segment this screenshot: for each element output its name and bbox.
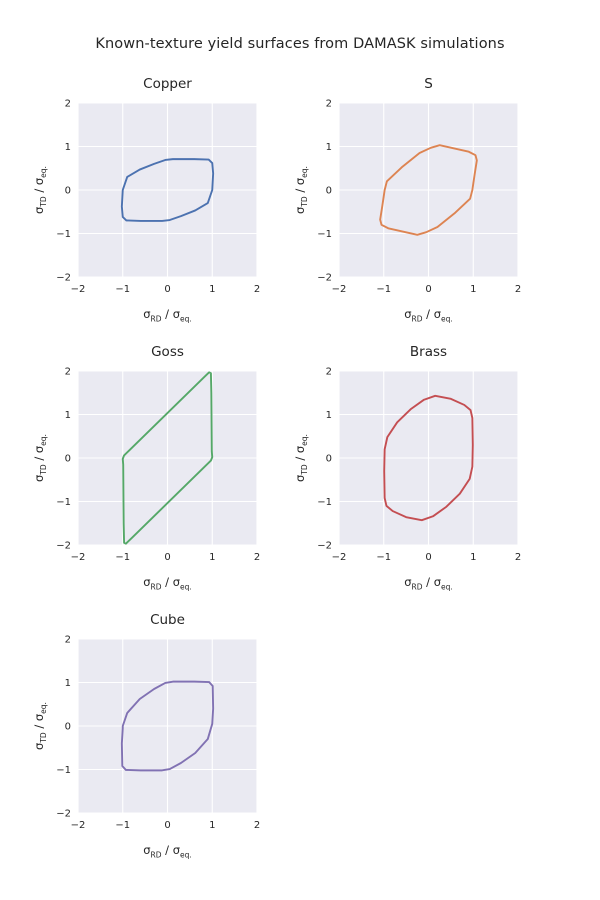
x-tick-label: 2 [515,552,521,563]
y-tick-label: −2 [56,809,71,820]
y-tick-label: 2 [65,635,71,646]
y-tick-label: −1 [317,229,332,240]
y-tick-label: −2 [317,541,332,552]
x-tick-label: −1 [376,284,391,295]
y-tick-label: 1 [65,678,71,689]
x-tick-label: −1 [115,820,130,831]
y-tick-label: −1 [56,497,71,508]
y-tick-label: −1 [317,497,332,508]
x-tick-label: 1 [209,284,215,295]
x-axis-label: σRD / σeq. [404,307,453,324]
x-tick-label: 0 [425,552,431,563]
y-tick-label: 0 [65,454,71,465]
x-tick-label: −2 [332,284,347,295]
x-tick-label: 0 [164,284,170,295]
yield-surface-curve [383,394,474,522]
y-tick-label: 2 [65,99,71,110]
x-tick-label: −2 [332,552,347,563]
subplot-title-copper: Copper [143,76,192,92]
x-tick-label: 1 [209,820,215,831]
x-tick-label: −2 [71,284,86,295]
y-tick-label: −2 [56,541,71,552]
plot-area-goss: −2 −1 0 1 2 −2 −1 0 1 2 [56,367,260,564]
subplot-title-goss: Goss [151,344,184,360]
x-tick-label: 0 [164,820,170,831]
yield-surface-curve [121,371,214,545]
x-tick-label: 1 [470,284,476,295]
x-axis-label: σRD / σeq. [404,575,453,592]
x-tick-label: −2 [71,552,86,563]
y-tick-label: 2 [65,367,71,378]
x-axis-label: σRD / σeq. [143,575,192,592]
x-tick-label: −2 [71,820,86,831]
y-tick-label: −2 [56,273,71,284]
x-tick-label: 2 [515,284,521,295]
x-axis-label: σRD / σeq. [143,307,192,324]
y-tick-label: 1 [326,142,332,153]
y-tick-label: −1 [56,229,71,240]
subplot-title-cube: Cube [150,612,185,628]
x-tick-label: −1 [115,552,130,563]
y-tick-label: −2 [317,273,332,284]
y-tick-label: 1 [65,142,71,153]
x-axis-label: σRD / σeq. [143,843,192,860]
x-tick-label: 2 [254,552,260,563]
x-tick-label: −1 [376,552,391,563]
plot-area-brass: −2 −1 0 1 2 −2 −1 0 1 2 [317,367,521,564]
x-tick-label: 0 [164,552,170,563]
y-tick-label: 2 [326,99,332,110]
x-tick-label: 1 [470,552,476,563]
y-tick-label: 2 [326,367,332,378]
x-tick-label: 1 [209,552,215,563]
y-tick-label: 0 [65,722,71,733]
plot-area-cube: −2 −1 0 1 2 −2 −1 0 1 2 [56,635,260,832]
plot-area-copper: −2 −1 0 1 2 −2 −1 0 1 2 [56,99,260,296]
y-tick-label: 1 [65,410,71,421]
subplot-title-brass: Brass [409,344,448,360]
y-tick-label: 0 [326,454,332,465]
x-tick-label: −1 [115,284,130,295]
yield-surface-curve [379,144,478,236]
y-tick-label: 1 [326,410,332,421]
x-tick-label: 0 [425,284,431,295]
plot-area-s: −2 −1 0 1 2 −2 −1 0 1 2 [317,99,521,296]
yield-surface-curve [120,680,215,772]
y-tick-label: 0 [65,186,71,197]
yield-surface-curve [120,158,215,222]
x-tick-label: 2 [254,820,260,831]
y-tick-label: −1 [56,765,71,776]
x-tick-label: 2 [254,284,260,295]
y-tick-label: 0 [326,186,332,197]
figure-title: Known-texture yield surfaces from DAMASK… [95,36,505,52]
subplot-title-s: S [424,76,433,92]
